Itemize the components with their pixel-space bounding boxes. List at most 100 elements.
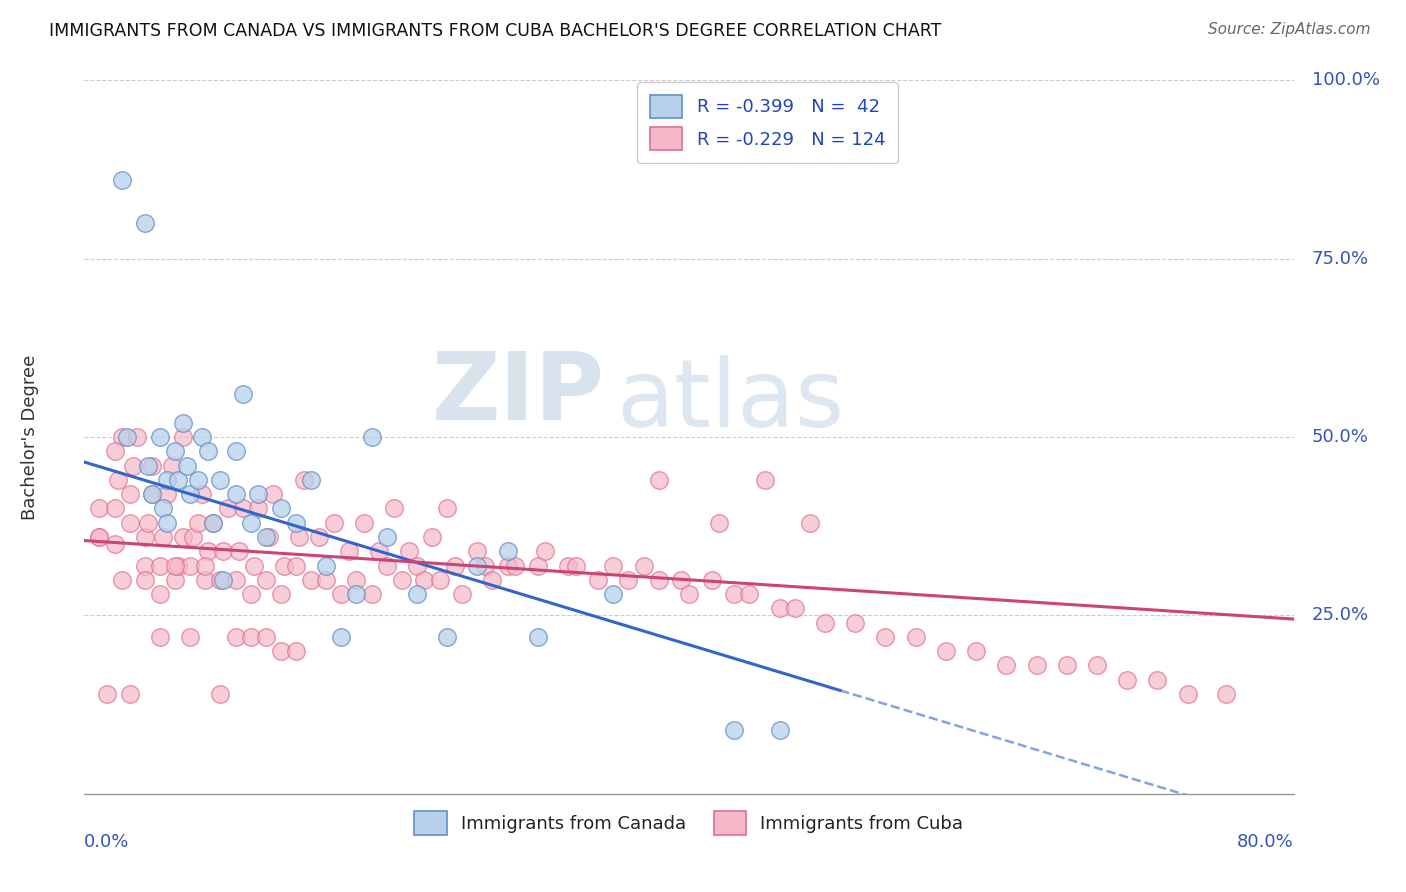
Point [179,487,201,501]
Point [239,630,262,644]
Point [557,558,579,573]
Point [239,516,262,530]
Point [534,544,557,558]
Point [232,387,254,401]
Point [191,487,214,501]
Point [176,458,198,473]
Point [285,516,308,530]
Point [315,558,337,573]
Point [360,430,382,444]
Point [172,416,194,430]
Text: 0.0%: 0.0% [84,833,129,851]
Point [617,573,640,587]
Point [337,544,360,558]
Point [527,630,550,644]
Point [671,573,693,587]
Point [225,630,247,644]
Point [156,516,179,530]
Point [187,516,209,530]
Point [254,573,277,587]
Point [141,458,163,473]
Point [285,558,308,573]
Point [225,573,247,587]
Point [127,430,149,444]
Point [398,544,420,558]
Point [134,530,156,544]
Point [270,501,292,516]
Point [429,573,451,587]
Point [406,558,429,573]
Point [648,473,671,487]
Point [443,558,465,573]
Point [197,544,219,558]
Point [201,516,224,530]
Point [118,516,141,530]
Point [602,587,624,601]
Point [141,487,163,501]
Point [1177,687,1199,701]
Point [194,573,217,587]
Point [179,558,201,573]
Point [149,587,172,601]
Point [111,430,134,444]
Text: 50.0%: 50.0% [1312,428,1368,446]
Point [406,587,429,601]
Point [588,573,610,587]
Point [995,658,1018,673]
Point [212,573,235,587]
Point [723,587,745,601]
Point [904,630,927,644]
Point [118,687,141,701]
Point [602,558,624,573]
Point [769,601,792,615]
Point [165,558,187,573]
Point [700,573,723,587]
Point [165,573,187,587]
Text: Source: ZipAtlas.com: Source: ZipAtlas.com [1208,22,1371,37]
Text: atlas: atlas [616,355,845,448]
Point [273,558,295,573]
Point [844,615,866,630]
Point [1085,658,1108,673]
Point [149,430,172,444]
Point [121,458,143,473]
Point [89,530,111,544]
Point [136,458,159,473]
Point [212,544,235,558]
Point [769,723,792,737]
Point [1056,658,1078,673]
Point [346,573,368,587]
Point [330,630,353,644]
Point [167,558,190,573]
Point [257,530,280,544]
Point [197,444,219,458]
Point [239,587,262,601]
Point [783,601,806,615]
Point [107,473,129,487]
Point [678,587,700,601]
Point [270,587,292,601]
Point [165,444,187,458]
Point [481,573,503,587]
Point [965,644,987,658]
Point [172,430,194,444]
Point [156,473,179,487]
Point [875,630,897,644]
Point [360,587,382,601]
Point [375,558,398,573]
Point [1215,687,1237,701]
Point [156,487,179,501]
Point [292,473,315,487]
Point [451,587,474,601]
Point [232,501,254,516]
Point [134,216,156,230]
Point [89,501,111,516]
Point [474,558,496,573]
Point [201,516,224,530]
Point [1116,673,1139,687]
Point [436,630,458,644]
Text: Bachelor's Degree: Bachelor's Degree [21,354,39,520]
Point [141,487,163,501]
Point [799,516,821,530]
Point [391,573,413,587]
